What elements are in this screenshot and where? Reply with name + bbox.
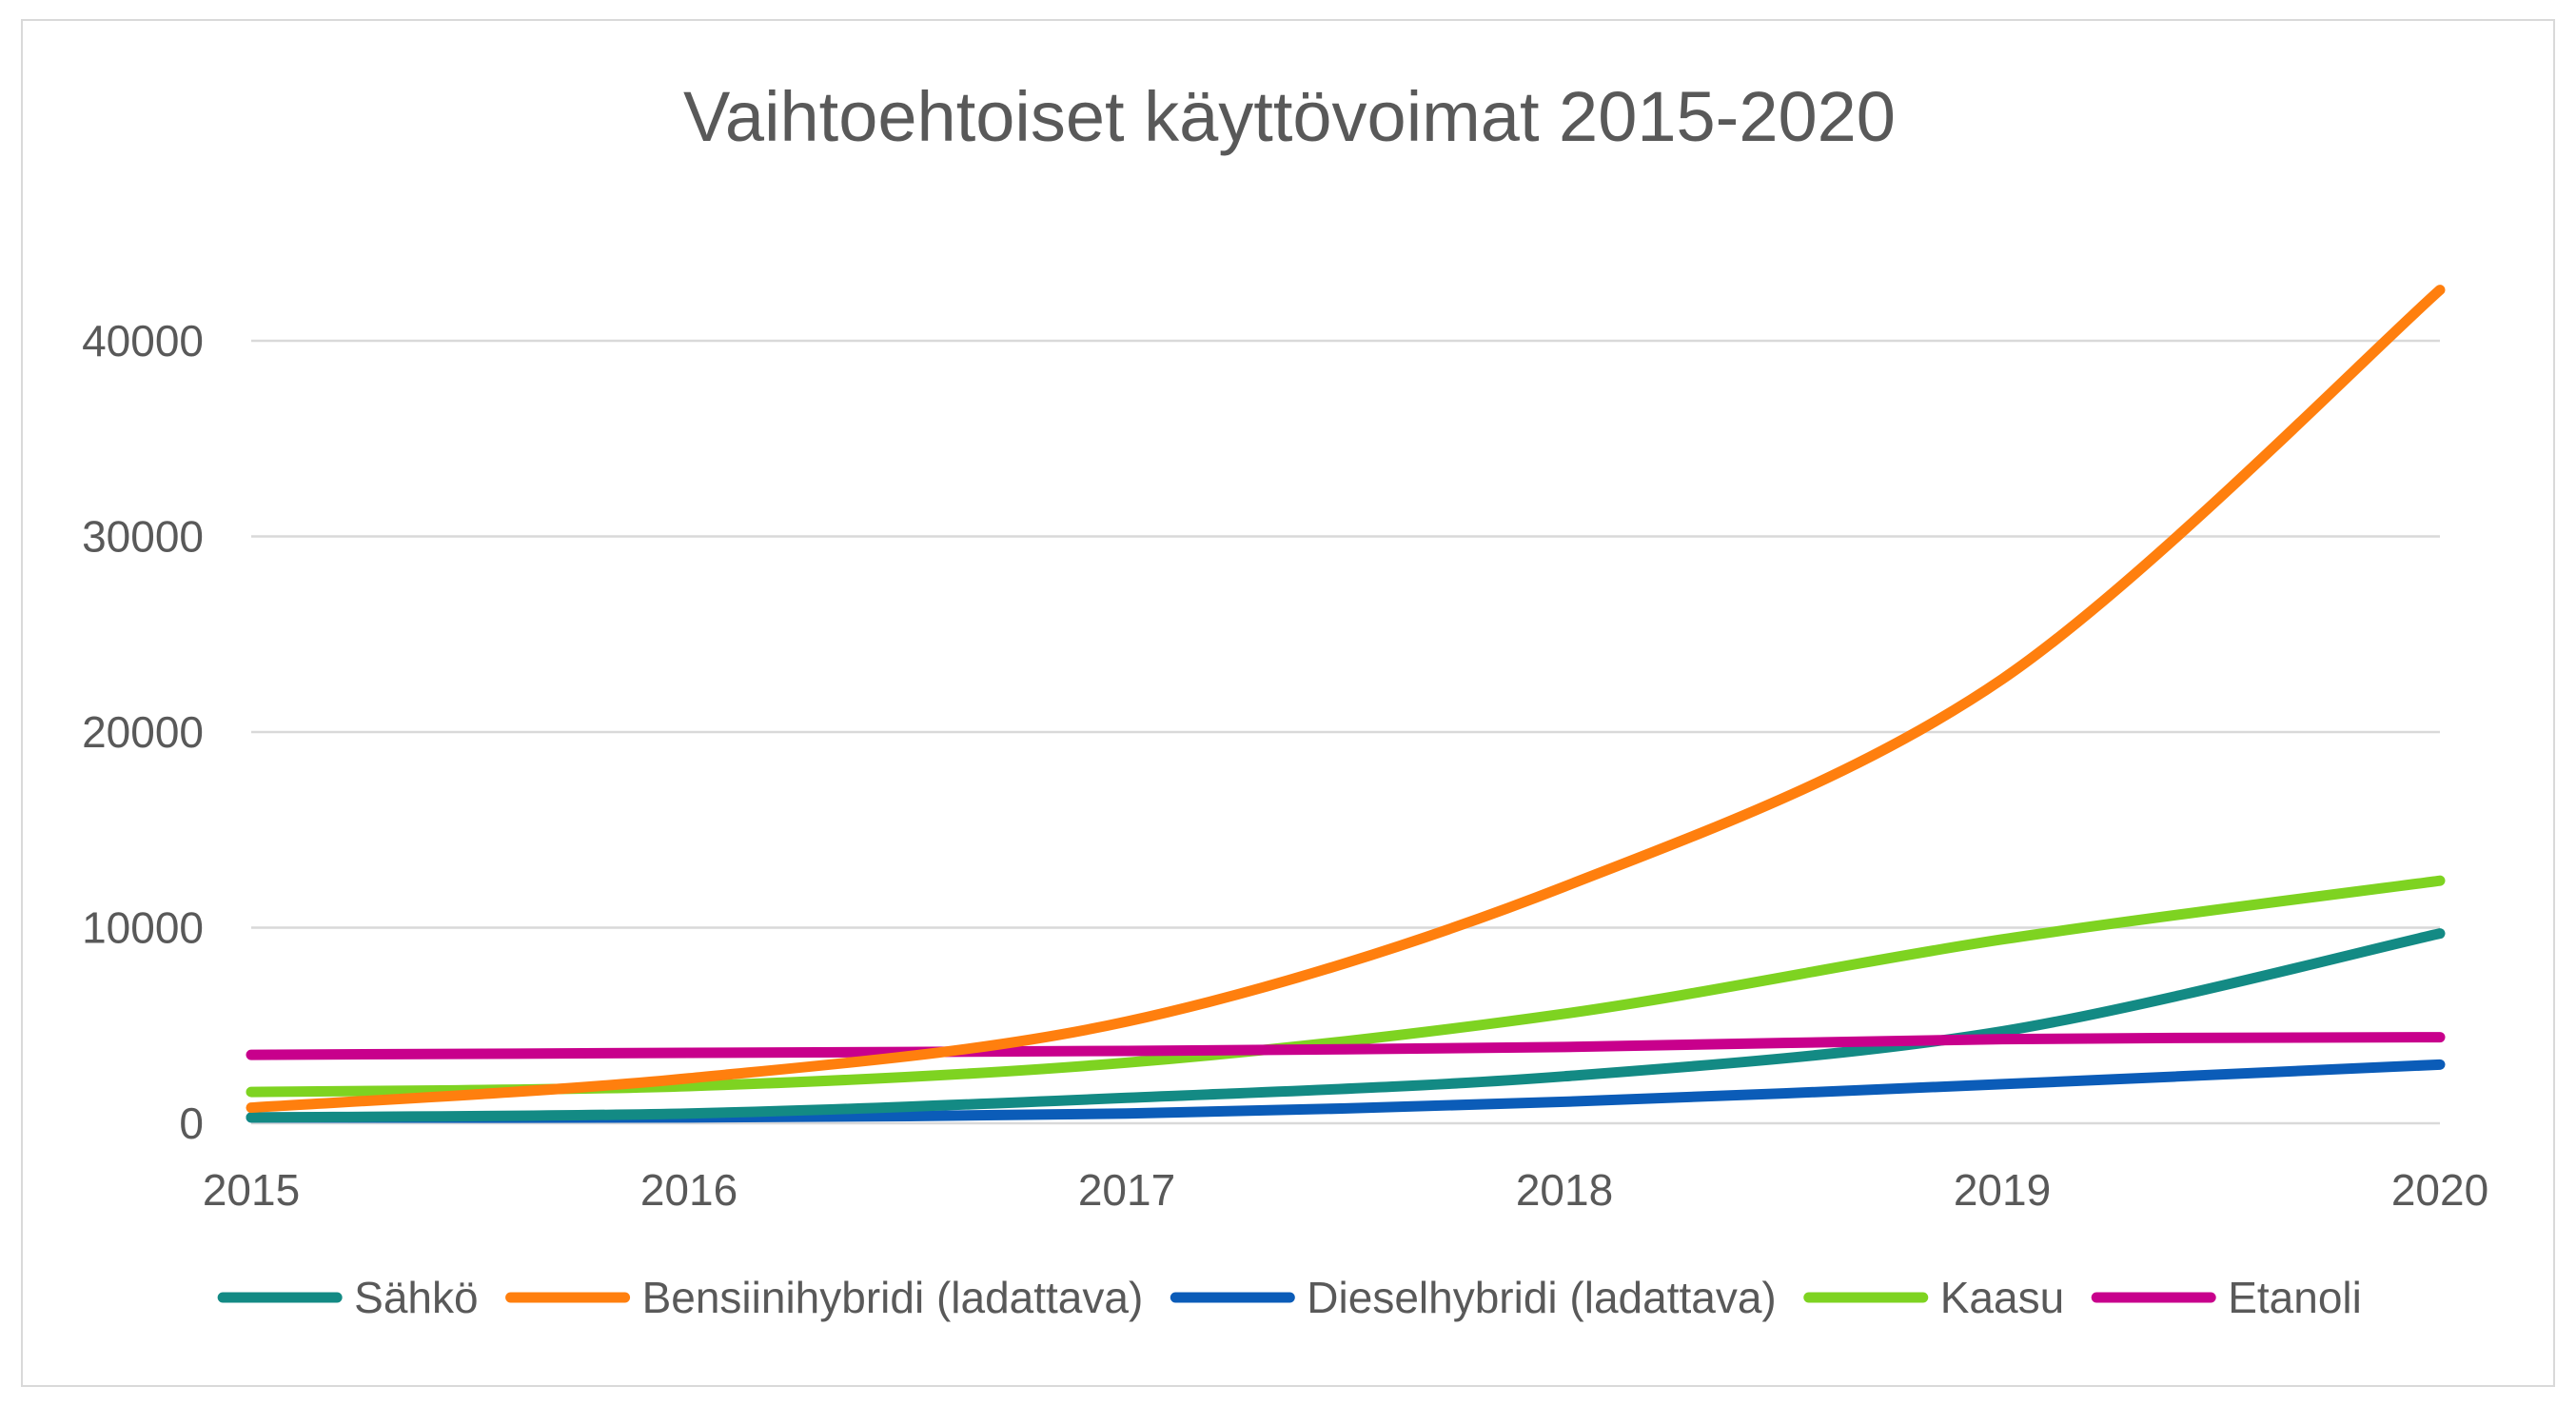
chart-title: Vaihtoehtoiset käyttövoimat 2015-2020 [683,77,1896,156]
x-tick-label: 2020 [2391,1165,2488,1215]
y-axis-tick-labels: 0 10000 20000 30000 40000 [82,316,204,1148]
legend-label: Dieselhybridi (ladattava) [1307,1273,1776,1322]
line-chart: Vaihtoehtoiset käyttövoimat 2015-2020 0 1… [82,77,2488,1322]
series-line-4 [246,875,2446,1098]
legend-label: Bensiinihybridi (ladattava) [642,1273,1144,1322]
series-lines [246,285,2446,1123]
series-line-2 [246,285,2446,1114]
y-tick-label: 0 [179,1099,204,1148]
y-tick-label: 10000 [82,903,204,953]
chart-frame: Vaihtoehtoiset käyttövoimat 2015-2020 0 1… [21,19,2555,1387]
x-tick-label: 2016 [640,1165,737,1215]
y-tick-label: 20000 [82,707,204,757]
legend: Sähkö Bensiinihybridi (ladattava) Dieselhy… [217,1273,2362,1322]
y-tick-label: 30000 [82,512,204,562]
y-tick-label: 40000 [82,316,204,366]
x-tick-label: 2015 [203,1165,300,1215]
x-axis-tick-labels: 2015 2016 2017 2018 2019 2020 [203,1165,2488,1215]
legend-item: Dieselhybridi (ladattava) [1170,1273,1777,1322]
legend-label: Sähkö [354,1273,478,1322]
legend-item: Etanoli [2091,1273,2362,1322]
legend-item: Bensiinihybridi (ladattava) [505,1273,1144,1322]
legend-item: Sähkö [217,1273,479,1322]
series-line-1 [246,928,2446,1123]
legend-label: Kaasu [1940,1273,2064,1322]
series-line-5 [246,1032,2446,1060]
legend-label: Etanoli [2228,1273,2362,1322]
x-tick-label: 2019 [1954,1165,2051,1215]
x-tick-label: 2018 [1516,1165,1613,1215]
x-tick-label: 2017 [1078,1165,1175,1215]
legend-item: Kaasu [1803,1273,2064,1322]
